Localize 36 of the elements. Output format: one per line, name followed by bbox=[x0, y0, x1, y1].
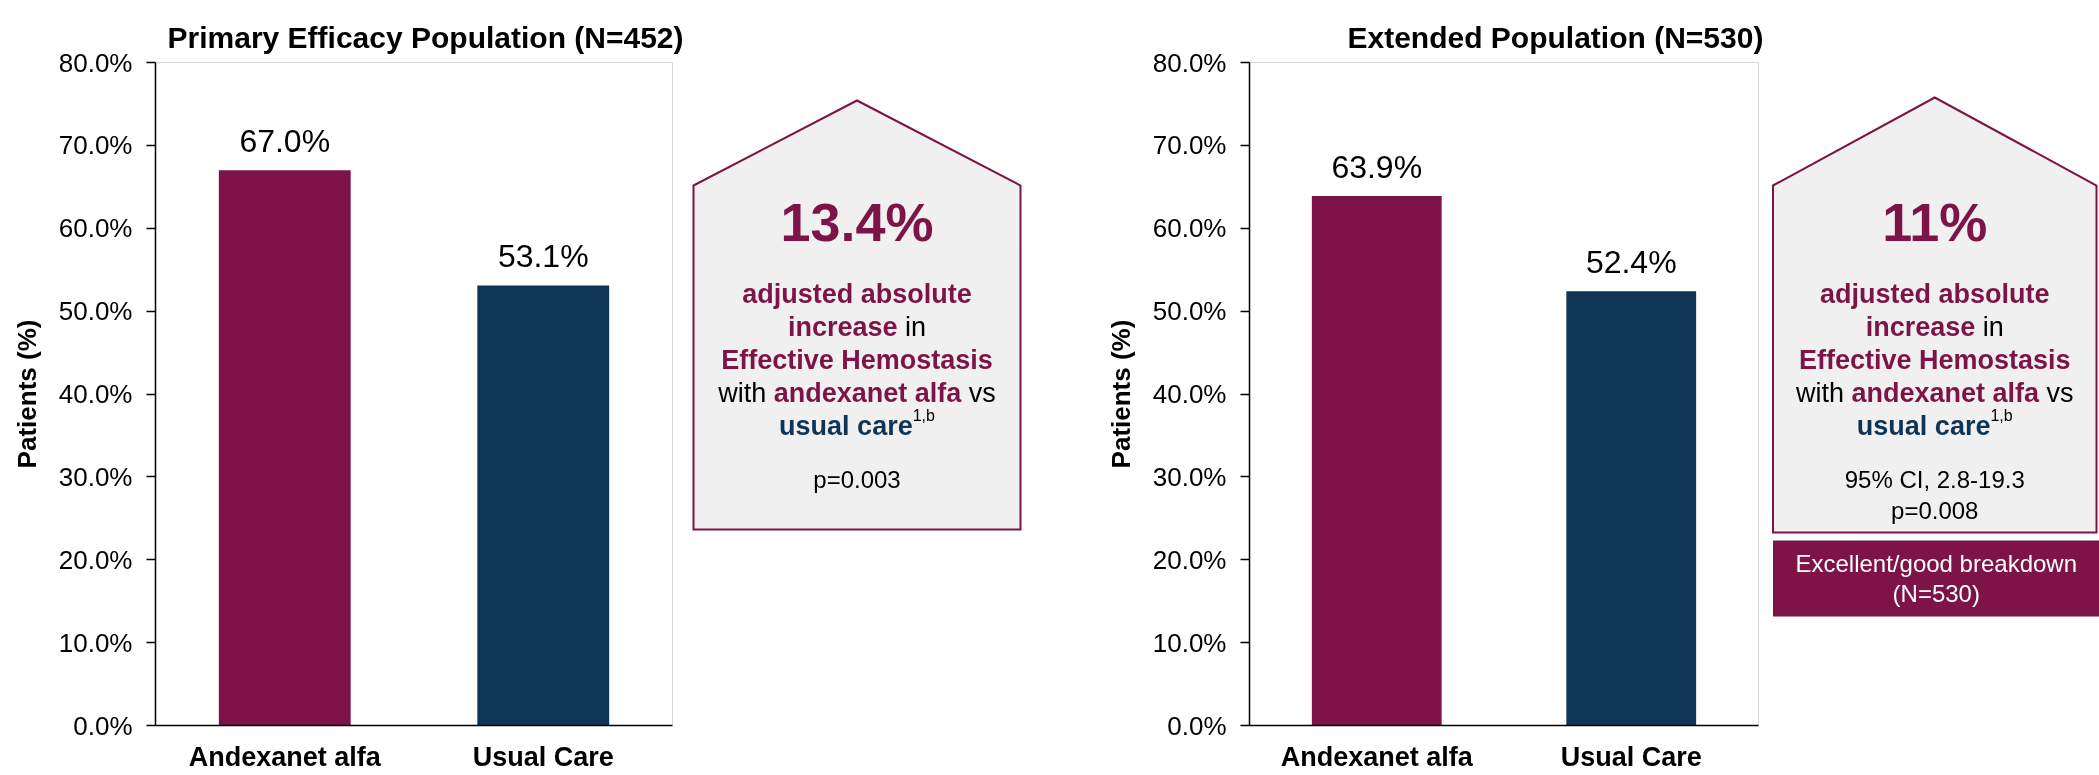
y-tick-label: 30.0% bbox=[58, 461, 133, 492]
y-tick-label: 80.0% bbox=[58, 47, 133, 78]
y-tick-label: 10.0% bbox=[58, 627, 133, 658]
data-label: 67.0% bbox=[239, 123, 331, 160]
text: 13.4% bbox=[780, 191, 934, 252]
chart-title: Primary Efficacy Population (N=452) bbox=[167, 20, 684, 54]
y-tick-label: 0.0% bbox=[1167, 710, 1227, 741]
y-tick-label: 60.0% bbox=[1152, 213, 1227, 244]
y-axis-title: Patients (%) bbox=[11, 319, 42, 469]
text: p=0.008 bbox=[1891, 497, 1979, 524]
y-tick-label: 0.0% bbox=[73, 710, 133, 741]
data-label: 52.4% bbox=[1585, 244, 1677, 281]
y-tick-label: 70.0% bbox=[58, 130, 133, 161]
x-tick-label: Andexanet alfa bbox=[188, 741, 382, 772]
x-tick-label: Usual Care bbox=[472, 741, 614, 772]
x-tick-label: Andexanet alfa bbox=[1280, 741, 1474, 772]
y-tick-label: 40.0% bbox=[1152, 379, 1227, 409]
x-tick-label: Usual Care bbox=[1560, 741, 1702, 772]
y-tick-label: 60.0% bbox=[58, 213, 133, 244]
y-tick-label: 50.0% bbox=[1152, 296, 1227, 327]
y-tick-label: 30.0% bbox=[1152, 461, 1227, 492]
chart-title: Extended Population (N=530) bbox=[1347, 20, 1764, 54]
y-tick-label: 20.0% bbox=[58, 544, 133, 575]
text: 95% CI, 2.8-19.3 bbox=[1844, 466, 2025, 493]
y-tick-label: 40.0% bbox=[58, 379, 133, 409]
y-axis-title: Patients (%) bbox=[1105, 319, 1136, 469]
text: 11% bbox=[1882, 191, 1988, 252]
y-tick-label: 10.0% bbox=[1152, 627, 1227, 658]
text: p=0.003 bbox=[813, 466, 901, 493]
y-tick-label: 70.0% bbox=[1152, 130, 1227, 161]
y-tick-label: 50.0% bbox=[58, 296, 133, 327]
y-tick-label: 20.0% bbox=[1152, 544, 1227, 575]
data-label: 63.9% bbox=[1331, 148, 1423, 185]
data-label: 53.1% bbox=[497, 238, 589, 275]
text: Excellent/good breakdown (N=530) bbox=[1795, 550, 2078, 607]
y-tick-label: 80.0% bbox=[1152, 47, 1227, 78]
